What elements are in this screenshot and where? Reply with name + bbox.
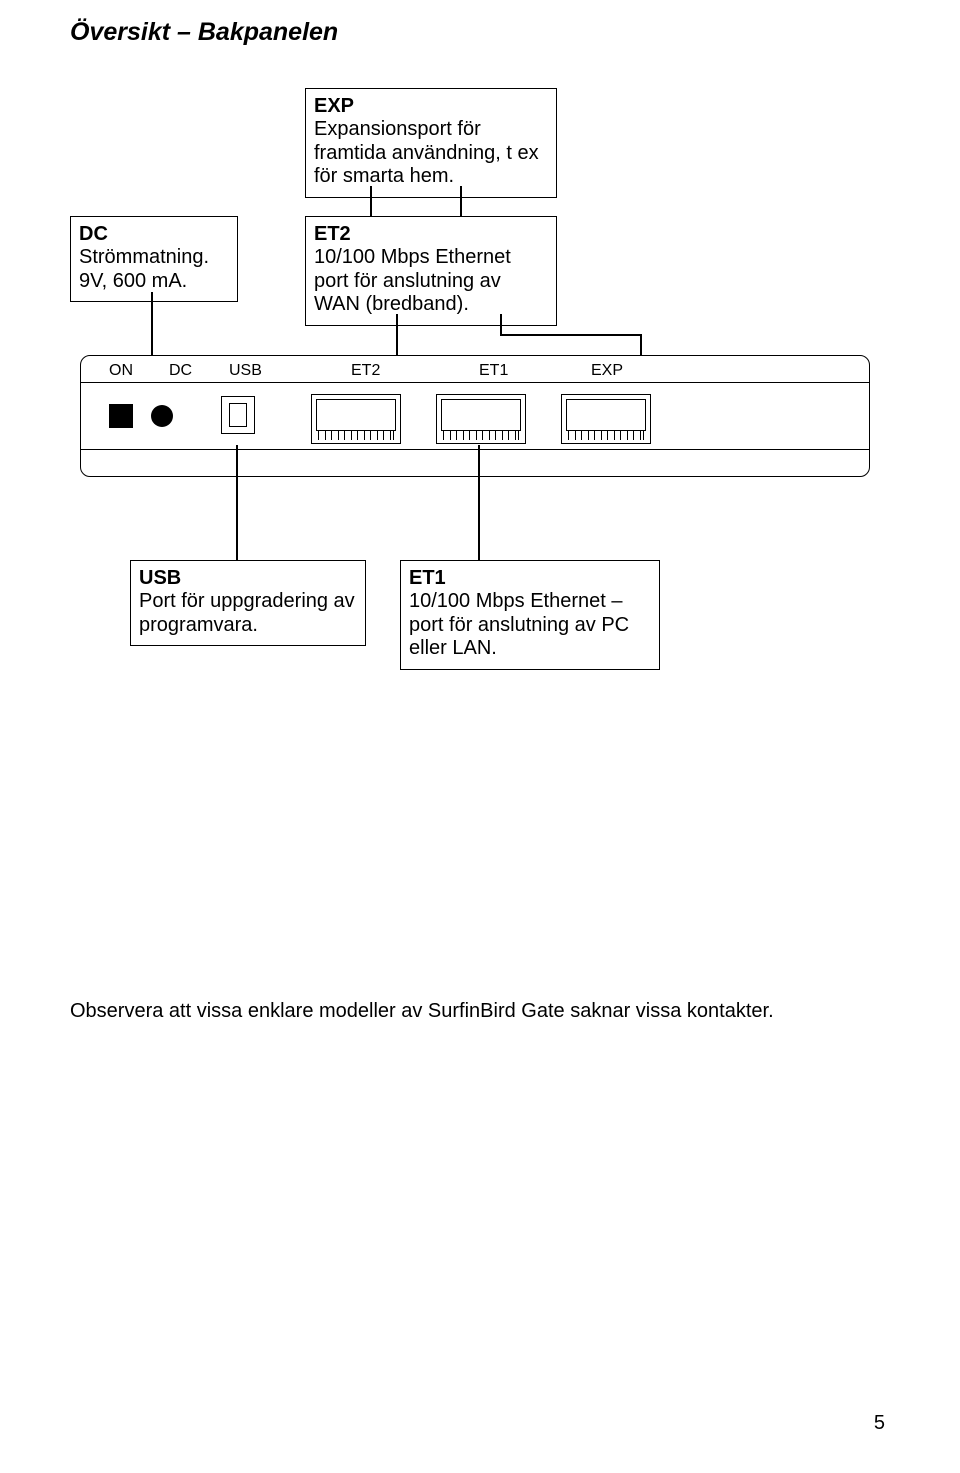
panel-divider [81, 382, 869, 383]
callout-dc-title: DC [79, 223, 229, 246]
label-et1: ET1 [479, 362, 508, 380]
usb-port-inner-icon [229, 403, 247, 427]
label-on: ON [109, 362, 133, 380]
page-number: 5 [874, 1412, 885, 1435]
on-switch-icon [109, 404, 133, 428]
callout-et1-text: 10/100 Mbps Ethernet – port för anslutni… [409, 590, 651, 661]
rj-inner-icon [566, 399, 646, 431]
rj-pins-icon [568, 430, 644, 440]
callout-usb-title: USB [139, 567, 357, 590]
callout-usb-text: Port för uppgradering av programvara. [139, 590, 357, 637]
connector-line [500, 334, 640, 336]
callout-dc: DC Strömmatning. 9V, 600 mA. [70, 216, 238, 302]
rj-pins-icon [318, 430, 394, 440]
connector-line [500, 314, 502, 334]
et1-port-icon [436, 394, 526, 444]
label-dc: DC [169, 362, 192, 380]
panel-divider [81, 449, 869, 450]
footer-note: Observera att vissa enklare modeller av … [70, 1000, 774, 1023]
connector-line [370, 186, 372, 216]
label-usb: USB [229, 362, 262, 380]
callout-exp-title: EXP [314, 95, 548, 118]
callout-dc-text: Strömmatning. 9V, 600 mA. [79, 246, 229, 293]
label-exp: EXP [591, 362, 623, 380]
et2-port-icon [311, 394, 401, 444]
rj-inner-icon [316, 399, 396, 431]
connector-line [478, 445, 480, 560]
callout-et2-text: 10/100 Mbps Ethernet port för anslutning… [314, 246, 548, 317]
connector-line [236, 445, 238, 560]
callout-exp: EXP Expansionsport för framtida användni… [305, 88, 557, 198]
label-et2: ET2 [351, 362, 380, 380]
dc-jack-icon [151, 405, 173, 427]
callout-et1: ET1 10/100 Mbps Ethernet – port för ansl… [400, 560, 660, 670]
callout-et2: ET2 10/100 Mbps Ethernet port för anslut… [305, 216, 557, 326]
callout-usb: USB Port för uppgradering av programvara… [130, 560, 366, 646]
usb-port-icon [221, 396, 255, 434]
rj-inner-icon [441, 399, 521, 431]
callout-et1-title: ET1 [409, 567, 651, 590]
rj-pins-icon [443, 430, 519, 440]
callout-exp-text: Expansionsport för framtida användning, … [314, 118, 548, 189]
callout-et2-title: ET2 [314, 223, 548, 246]
exp-port-icon [561, 394, 651, 444]
connector-line [460, 186, 462, 216]
page-title: Översikt – Bakpanelen [70, 18, 338, 47]
device-back-panel: ON DC USB ET2 ET1 EXP [80, 355, 870, 477]
